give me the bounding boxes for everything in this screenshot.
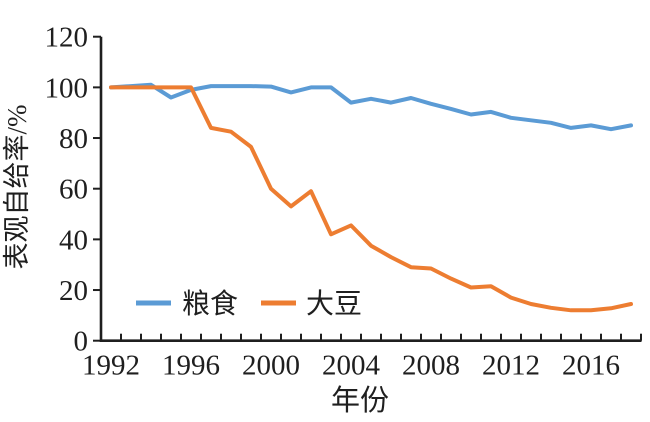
legend-soybean-label: 大豆 [306,288,362,320]
legend: 粮食 大豆 [136,288,362,320]
y-tick-label: 40 [59,224,88,256]
x-tick-label: 2008 [402,350,460,382]
y-tick-label: 100 [45,72,89,104]
series-lines [109,82,633,313]
y-tick-label: 80 [59,123,88,155]
soybean-line [109,85,633,313]
x-tick-label: 2000 [242,350,300,382]
y-tick-label: 0 [74,326,89,358]
x-tick-label: 1992 [82,350,140,382]
legend-grain-label: 粮食 [182,288,238,320]
x-tick-label: 2016 [562,350,620,382]
y-tick-label: 60 [59,174,88,206]
y-tick-label: 20 [59,275,88,307]
x-axis-title: 年份 [331,384,389,417]
x-tick-label: 2004 [322,350,381,382]
x-tick-label: 1996 [162,350,220,382]
y-axis-title: 表观自给率/% [2,105,32,270]
grain-line [109,82,633,132]
y-tick-labels: 0 20 40 60 80 100 120 [45,22,89,358]
x-tick-label: 2012 [482,350,540,382]
axes [93,35,642,342]
y-tick-label: 120 [45,22,89,54]
x-tick-labels: 1992 1996 2000 2004 2008 2012 2016 [82,350,620,382]
